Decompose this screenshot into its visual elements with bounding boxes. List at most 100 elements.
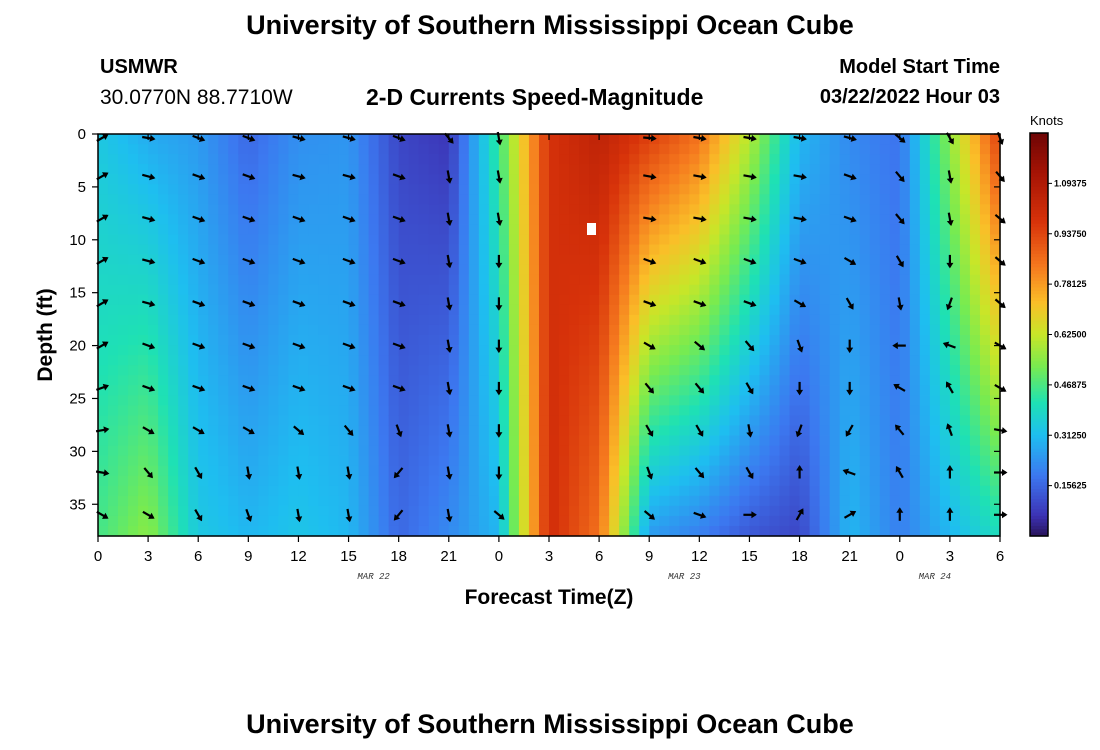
heat-cell	[148, 405, 159, 416]
heat-cell	[348, 194, 360, 205]
heat-cell	[198, 294, 209, 306]
heat-cell	[939, 214, 951, 226]
heat-cell	[559, 284, 570, 296]
heat-cell	[549, 194, 560, 205]
colorbar-step	[1030, 492, 1048, 497]
colorbar-step	[1030, 136, 1048, 141]
heat-cell	[809, 405, 821, 416]
heat-cell	[328, 184, 340, 195]
heat-cell	[609, 455, 620, 467]
heat-cell	[779, 435, 791, 447]
heat-cell	[188, 284, 199, 296]
heat-cell	[538, 395, 550, 406]
heat-cell	[218, 304, 229, 316]
heat-cell	[518, 134, 530, 145]
heat-cell	[258, 284, 269, 296]
heat-cell	[929, 274, 941, 286]
heat-cell	[919, 324, 931, 336]
heat-cell	[148, 174, 159, 185]
heat-cell	[518, 184, 530, 195]
heat-cell	[368, 294, 380, 306]
heat-cell	[288, 365, 300, 376]
heat-cell	[108, 505, 119, 517]
heat-cell	[498, 445, 510, 457]
heat-cell	[799, 365, 811, 376]
heat-cell	[268, 134, 279, 145]
heat-cell	[468, 505, 480, 517]
heat-cell	[308, 475, 320, 487]
heat-cell	[528, 144, 540, 155]
heat-cell	[198, 194, 209, 205]
heat-cell	[268, 515, 279, 527]
heat-cell	[98, 485, 109, 497]
heat-cell	[298, 395, 310, 406]
heat-cell	[168, 234, 179, 246]
heat-cell	[949, 335, 961, 346]
heat-cell	[158, 244, 169, 256]
heat-cell	[819, 204, 831, 215]
heat-cell	[819, 324, 831, 336]
x-axis-label: Forecast Time(Z)	[465, 586, 634, 609]
heat-cell	[579, 445, 590, 457]
heat-cell	[248, 184, 259, 195]
heat-cell	[559, 174, 570, 185]
heat-cell	[208, 365, 219, 376]
heat-cell	[258, 184, 269, 195]
heat-cell	[508, 164, 520, 175]
heat-cell	[408, 184, 420, 195]
heat-cell	[969, 485, 981, 497]
heat-cell	[478, 365, 490, 376]
heat-cell	[418, 304, 430, 316]
heat-cell	[799, 495, 811, 507]
heat-cell	[518, 455, 530, 467]
heat-cell	[659, 264, 670, 276]
heat-cell	[839, 365, 851, 376]
heat-cell	[208, 355, 219, 366]
heat-cell	[388, 415, 400, 427]
heat-cell	[248, 395, 259, 406]
heat-cell	[428, 445, 440, 457]
heat-cell	[979, 194, 991, 205]
heat-cell	[98, 395, 109, 406]
heat-cell	[749, 174, 761, 185]
heat-cell	[478, 475, 490, 487]
heat-cell	[779, 274, 791, 286]
heat-cell	[789, 164, 801, 175]
heat-cell	[108, 475, 119, 487]
heat-cell	[679, 274, 690, 286]
heat-cell	[408, 154, 420, 165]
heat-cell	[348, 244, 360, 256]
heat-cell	[408, 515, 420, 527]
heat-cell	[318, 254, 330, 266]
heat-cell	[969, 134, 981, 145]
heat-cell	[148, 304, 159, 316]
current-arrow	[795, 424, 803, 438]
heat-cell	[549, 204, 560, 215]
heat-cell	[168, 345, 179, 356]
heat-cell	[839, 224, 851, 236]
heat-cell	[589, 264, 600, 276]
heat-cell	[889, 475, 901, 487]
heat-cell	[278, 515, 290, 527]
heat-cell	[669, 465, 680, 477]
heat-cell	[889, 385, 901, 396]
heat-cell	[438, 455, 450, 467]
heat-cell	[268, 304, 279, 316]
heat-cell	[869, 324, 881, 336]
heat-cell	[458, 425, 470, 437]
heat-cell	[629, 284, 640, 296]
heat-cell	[98, 405, 109, 416]
heat-cell	[549, 335, 560, 346]
heat-cell	[839, 244, 851, 256]
heat-cell	[288, 224, 300, 236]
heat-cell	[689, 174, 700, 185]
heat-cell	[939, 405, 951, 416]
heat-cell	[779, 244, 791, 256]
heat-cell	[138, 304, 149, 316]
colorbar-step	[1030, 381, 1048, 386]
heat-cell	[599, 525, 610, 537]
heat-cell	[729, 495, 741, 507]
heat-cell	[699, 385, 710, 396]
heat-cell	[929, 234, 941, 246]
colorbar-step	[1030, 180, 1048, 184]
